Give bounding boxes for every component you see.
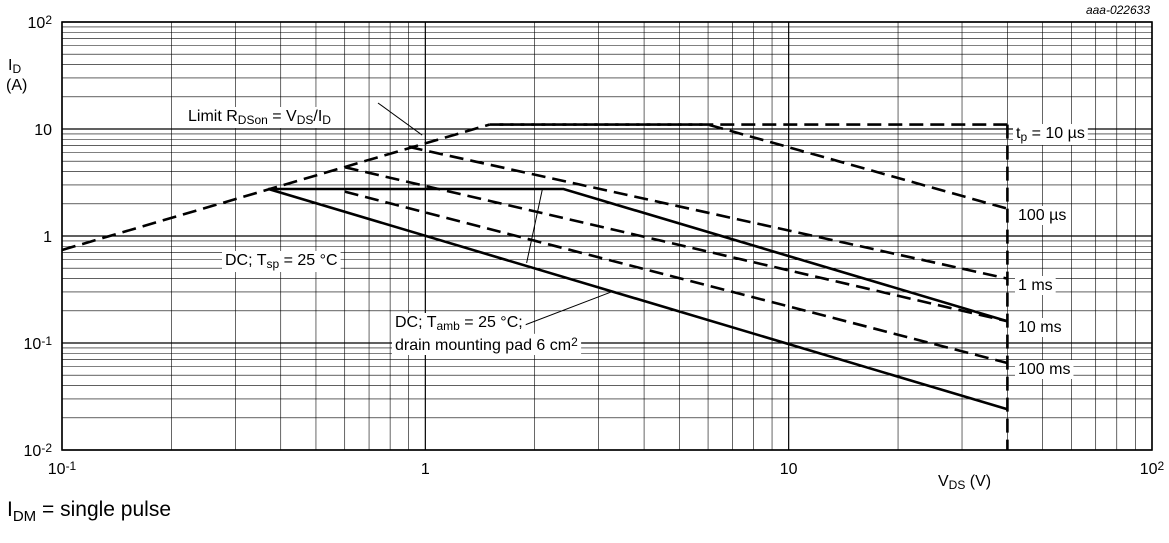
curve-label: 100 ms — [1018, 361, 1070, 378]
curve-label: 10 ms — [1018, 319, 1062, 336]
x-tick-label: 102 — [1140, 459, 1165, 478]
y-tick-label: 102 — [28, 13, 53, 32]
curve-label-background — [1013, 124, 1088, 145]
leader-line — [526, 188, 543, 264]
footnote-rest: = single pulse — [36, 498, 172, 521]
y-tick-label: 10 — [34, 122, 52, 139]
y-tick-label: 10-2 — [24, 441, 53, 460]
x-axis-label: VDS (V) — [938, 473, 991, 490]
curve-label: drain mounting pad 6 cm2 — [395, 335, 578, 354]
curve-label: tp = 10 µs — [1016, 125, 1085, 144]
footnote-base: I — [7, 498, 13, 521]
curve-label: 100 µs — [1018, 207, 1066, 224]
curve-label-background — [392, 333, 582, 355]
footnote-sub: DM — [12, 508, 37, 526]
curve-label-background — [185, 107, 335, 128]
y-tick-label: 10-1 — [24, 334, 53, 353]
curve-label: 1 ms — [1018, 277, 1053, 294]
series-line — [344, 190, 1008, 365]
x-tick-label: 10 — [780, 461, 798, 478]
curve-label: DC; Tamb = 25 °C; — [395, 314, 523, 333]
y-axis-label: ID — [8, 57, 21, 76]
x-tick-label: 1 — [421, 461, 430, 478]
curve-label-background — [1015, 318, 1065, 337]
figure-code: aaa-022633 — [1086, 3, 1150, 17]
series-line — [499, 123, 1008, 210]
curve-label-background — [1015, 276, 1056, 295]
leader-line — [377, 102, 423, 136]
series-line — [268, 187, 1008, 323]
curve-label-background — [392, 313, 526, 334]
curve-labels: Limit RDSon = VDS/ID tp = 10 µs 100 µs 1 ms… — [185, 107, 1088, 379]
curve-label: Limit RDSon = VDS/ID — [188, 108, 331, 127]
footnote: IDM = single pulse — [7, 498, 171, 525]
plot-frame — [61, 21, 1153, 451]
series-line — [344, 165, 1008, 323]
curve-label-background — [222, 251, 341, 272]
y-tick-label: 1 — [43, 229, 52, 246]
series-layer — [61, 123, 1009, 450]
x-tick-label: 10-1 — [48, 459, 77, 478]
curve-label-background — [1015, 206, 1070, 225]
curve-label: DC; Tsp = 25 °C — [225, 252, 338, 271]
series-line — [268, 187, 1008, 411]
y-axis-unit: (A) — [6, 77, 27, 94]
curve-label-background — [1015, 360, 1074, 379]
safe-operating-area-chart: Limit RDSon = VDS/ID tp = 10 µs 100 µs 1 ms… — [6, 3, 1165, 490]
series-line — [61, 123, 490, 252]
series-line — [408, 145, 1008, 280]
